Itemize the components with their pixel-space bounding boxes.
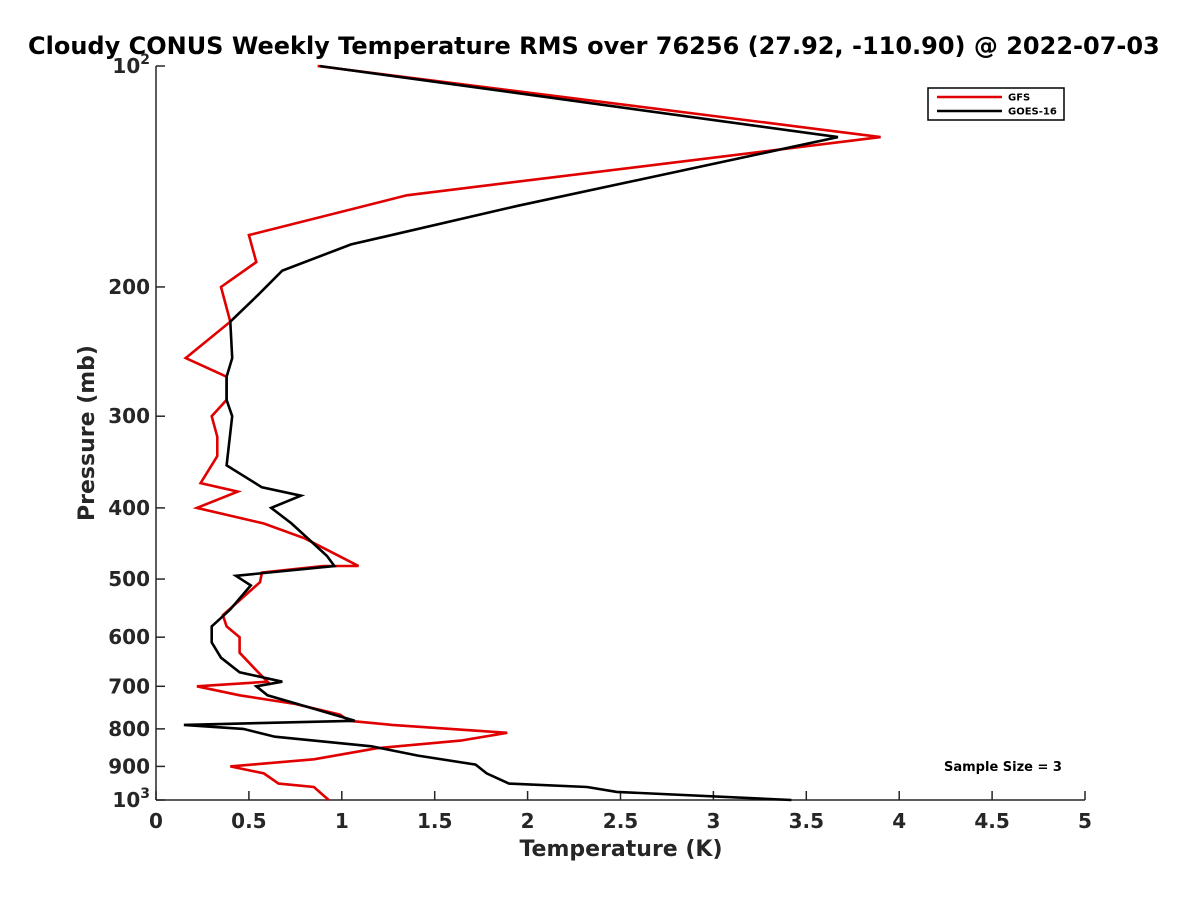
- y-tick-label: 103: [112, 786, 150, 812]
- legend-label: GOES-16: [1008, 107, 1057, 118]
- chart-title: Cloudy CONUS Weekly Temperature RMS over…: [28, 32, 1160, 60]
- y-tick-label: 400: [108, 496, 150, 520]
- y-tick-label: 200: [108, 275, 150, 299]
- x-tick-label: 1: [335, 809, 349, 833]
- series-line-goes-16: [183, 64, 839, 802]
- x-tick-label: 1.5: [417, 809, 452, 833]
- x-tick-label: 5: [1078, 809, 1092, 833]
- x-tick-label: 0: [149, 809, 163, 833]
- x-tick-label: 3: [706, 809, 720, 833]
- x-tick-label: 4.5: [974, 809, 1009, 833]
- x-tick-label: 3.5: [789, 809, 824, 833]
- series-layer: [183, 64, 881, 802]
- legend-label: GFS: [1008, 93, 1030, 104]
- x-tick-label: 2.5: [603, 809, 638, 833]
- y-tick-label: 800: [108, 717, 150, 741]
- y-tick-label: 102: [112, 52, 150, 78]
- x-tick-label: 0.5: [231, 809, 266, 833]
- x-tick-label: 2: [521, 809, 535, 833]
- y-axis-label: Pressure (mb): [75, 345, 100, 521]
- y-tick-label: 500: [108, 567, 150, 591]
- series-line-gfs: [183, 64, 881, 801]
- y-tick-label: 600: [108, 625, 150, 649]
- x-axis-label: Temperature (K): [519, 837, 722, 862]
- y-axis: 102 200 300 400 500 600 700 800 900 103: [108, 52, 165, 812]
- y-tick-label: 300: [108, 404, 150, 428]
- y-tick-label: 900: [108, 754, 150, 778]
- x-tick-label: 4: [892, 809, 906, 833]
- sample-size-annotation: Sample Size = 3: [944, 760, 1062, 775]
- plot-area: [155, 66, 1085, 801]
- legend: GFS GOES-16: [927, 87, 1065, 121]
- x-axis: 0 0.5 1 1.5 2 2.5 3 3.5 4 4.5 5: [149, 791, 1092, 833]
- legend-box: [927, 87, 1065, 121]
- y-tick-label: 700: [108, 674, 150, 698]
